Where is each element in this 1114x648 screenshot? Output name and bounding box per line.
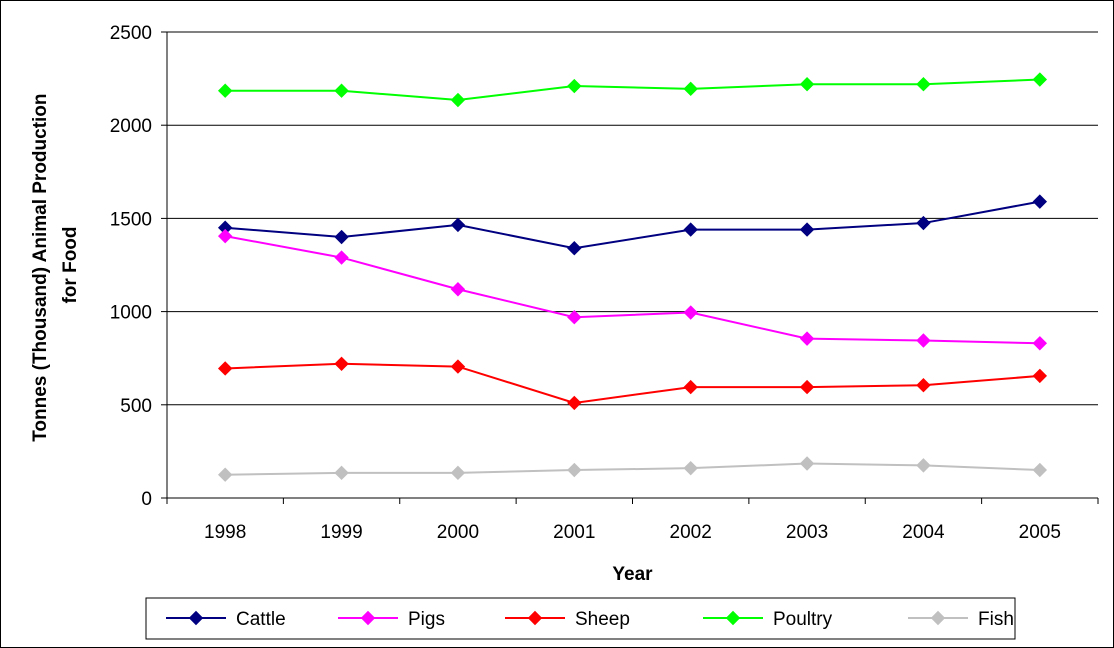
- legend-item-pigs: Pigs: [338, 609, 445, 630]
- legend-box: [145, 597, 1016, 640]
- y-tick-label: 500: [120, 396, 152, 417]
- legend-item-cattle: Cattle: [166, 609, 286, 630]
- data-point-marker: [683, 305, 698, 320]
- data-point-marker: [1032, 336, 1048, 351]
- data-point-marker: [1032, 194, 1048, 209]
- data-point-marker: [334, 83, 349, 98]
- y-tick-label: 2000: [110, 116, 152, 137]
- series-line: [225, 235, 1040, 345]
- series-line: [225, 200, 1040, 250]
- data-point-marker: [450, 359, 466, 374]
- x-tick-label: 2005: [1019, 522, 1061, 543]
- x-tick-label: 2001: [553, 522, 595, 543]
- y-tick-label: 2500: [110, 23, 152, 44]
- data-point-marker: [567, 462, 582, 478]
- series-cattle: [217, 194, 1048, 256]
- data-point-marker: [567, 309, 582, 325]
- legend-marker-swatch: [360, 610, 376, 626]
- series-lines: [217, 72, 1048, 482]
- data-point-marker: [450, 282, 466, 297]
- data-point-marker: [567, 78, 582, 94]
- legend-marker-swatch: [527, 610, 543, 626]
- axes: [161, 31, 1099, 504]
- data-point-marker: [334, 465, 349, 481]
- data-point-marker: [683, 379, 698, 395]
- data-point-marker: [683, 460, 698, 476]
- data-point-marker: [450, 92, 466, 108]
- legend-marker-swatch: [725, 610, 741, 626]
- x-tick-label: 1999: [320, 522, 362, 543]
- legend-marker-swatch: [930, 610, 946, 626]
- data-point-marker: [916, 378, 931, 393]
- x-tick-label: 1998: [204, 522, 246, 543]
- legend-marker-swatch: [188, 610, 204, 626]
- data-point-marker: [334, 229, 349, 245]
- data-point-marker: [916, 215, 931, 231]
- legend-label: Fish: [978, 609, 1014, 630]
- x-tick-label: 2004: [902, 522, 945, 543]
- legend-label: Pigs: [408, 609, 445, 630]
- legend-label: Sheep: [575, 609, 630, 630]
- data-point-marker: [1032, 72, 1048, 87]
- data-point-marker: [567, 241, 582, 256]
- x-tick-label: 2002: [670, 522, 712, 543]
- data-point-marker: [334, 356, 349, 371]
- data-point-marker: [217, 467, 233, 482]
- series-line: [225, 462, 1040, 476]
- data-point-marker: [450, 465, 466, 481]
- x-tick-label: 2003: [786, 522, 828, 543]
- legend-label: Poultry: [773, 609, 833, 630]
- legend: Cattle Pigs Sheep Poultry Fish: [145, 597, 1016, 640]
- y-tick-label: 1500: [110, 209, 152, 230]
- series-fish: [217, 456, 1048, 482]
- legend-item-fish: Fish: [908, 609, 1014, 630]
- legend-item-sheep: Sheep: [505, 609, 630, 630]
- data-point-marker: [1032, 368, 1048, 384]
- data-point-marker: [916, 458, 931, 473]
- legend-label: Cattle: [236, 609, 286, 630]
- data-point-marker: [567, 395, 582, 411]
- data-point-marker: [450, 217, 466, 233]
- series-line: [225, 78, 1040, 102]
- x-axis-title: Year: [612, 564, 653, 585]
- y-axis-title-line-2: for Food: [60, 226, 81, 303]
- data-point-marker: [799, 76, 815, 92]
- tick-labels: 0 500 1000 1500 2000 2500 1998 1999 2000 2001 2002…: [110, 23, 1061, 543]
- data-point-marker: [799, 456, 815, 471]
- y-axis-title-line-1: Tonnes (Thousand) Animal Production: [30, 93, 51, 441]
- data-point-marker: [217, 83, 233, 98]
- data-point-marker: [799, 222, 815, 237]
- y-tick-label: 0: [141, 489, 152, 510]
- series-pigs: [217, 228, 1048, 351]
- data-point-marker: [334, 250, 349, 265]
- data-point-marker: [1032, 462, 1048, 478]
- data-point-marker: [799, 331, 815, 346]
- gridlines: [167, 31, 1098, 406]
- y-tick-label: 1000: [110, 303, 152, 324]
- data-point-marker: [916, 76, 931, 92]
- data-point-marker: [683, 81, 698, 97]
- series-sheep: [217, 356, 1048, 411]
- series-poultry: [217, 72, 1048, 108]
- x-tick-label: 2000: [437, 522, 479, 543]
- series-line: [225, 362, 1040, 404]
- data-point-marker: [799, 379, 815, 395]
- data-point-marker: [217, 361, 233, 376]
- legend-item-poultry: Poultry: [703, 609, 833, 630]
- data-point-marker: [683, 222, 698, 237]
- data-point-marker: [217, 228, 233, 244]
- y-axis-title: Tonnes (Thousand) Animal Production for …: [30, 88, 81, 442]
- data-point-marker: [916, 333, 931, 348]
